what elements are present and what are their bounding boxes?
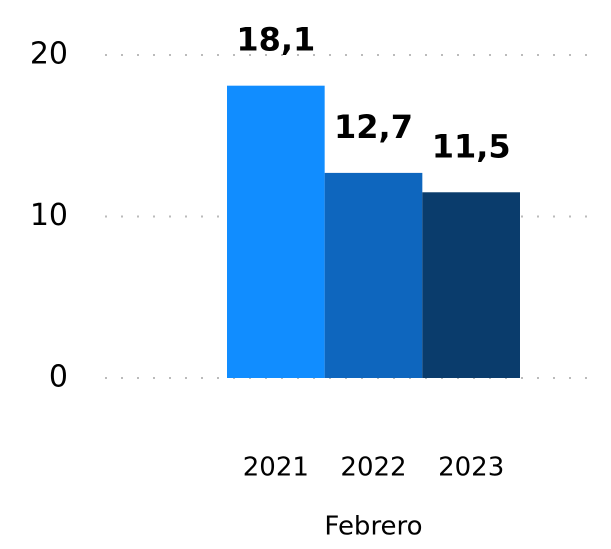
bar	[422, 192, 520, 378]
y-tick-label: 10	[30, 198, 68, 233]
data-label: 18,1	[236, 21, 315, 59]
y-tick-label: 0	[49, 360, 68, 395]
x-category-label: Febrero	[324, 512, 422, 542]
series-label: 2021	[243, 453, 309, 483]
data-label: 11,5	[432, 127, 511, 165]
data-label: 12,7	[334, 108, 413, 146]
bar	[324, 172, 423, 378]
series-label: 2023	[438, 453, 504, 483]
series-label: 2022	[340, 453, 406, 483]
y-tick-label: 20	[30, 37, 68, 72]
bar	[227, 85, 325, 378]
